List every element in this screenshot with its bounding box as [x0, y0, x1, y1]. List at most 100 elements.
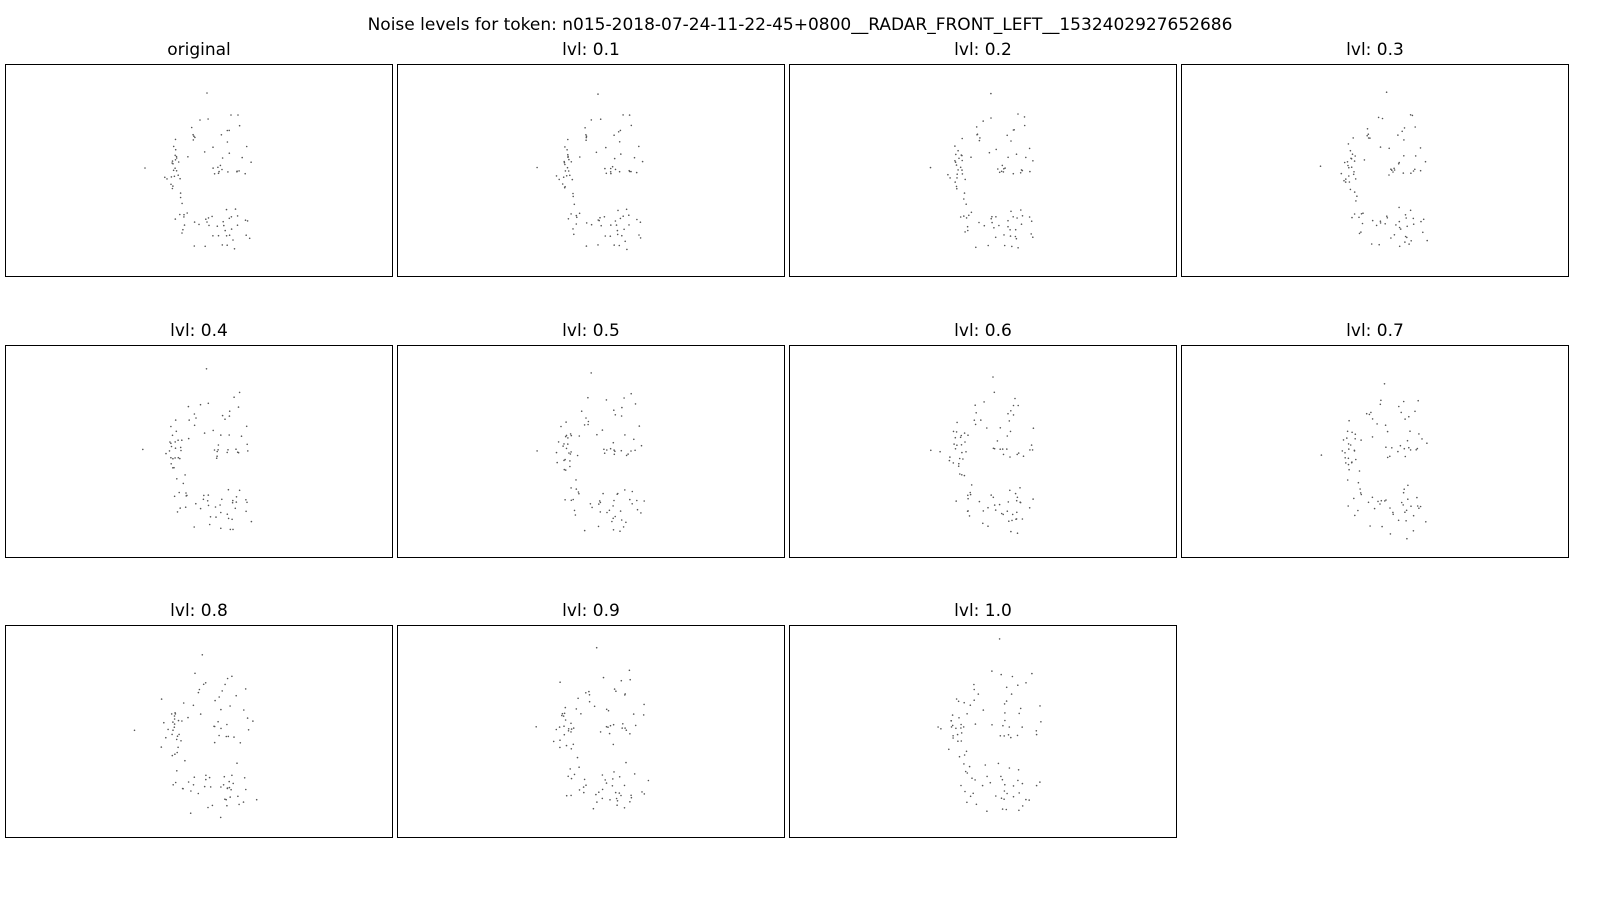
radar-point: [561, 712, 564, 715]
radar-point: [967, 434, 969, 436]
radar-point: [1397, 134, 1399, 136]
radar-point: [631, 503, 633, 505]
radar-point: [228, 434, 230, 436]
radar-point: [1014, 235, 1017, 238]
radar-point: [602, 676, 605, 679]
radar-point: [1416, 496, 1418, 499]
radar-point: [558, 178, 560, 181]
radar-point: [564, 185, 566, 188]
radar-point: [226, 804, 228, 807]
radar-point: [585, 134, 587, 136]
radar-point: [1345, 178, 1347, 180]
plot-area: [5, 625, 393, 838]
radar-point: [583, 778, 586, 781]
radar-point: [585, 784, 587, 786]
radar-point: [960, 732, 963, 734]
radar-point: [1003, 798, 1005, 800]
radar-point: [226, 451, 228, 454]
radar-point: [235, 694, 237, 697]
radar-point: [955, 153, 957, 156]
radar-point: [1007, 501, 1010, 503]
radar-point: [213, 173, 216, 175]
radar-point: [1378, 243, 1380, 246]
radar-point: [1420, 220, 1422, 223]
radar-point: [952, 735, 954, 737]
radar-point: [207, 402, 210, 405]
radar-point: [1018, 809, 1020, 812]
radar-point: [964, 231, 966, 233]
radar-point: [1408, 243, 1410, 245]
radar-point: [988, 151, 991, 154]
radar-point: [1032, 160, 1034, 162]
radar-point: [230, 788, 232, 791]
radar-point: [604, 779, 606, 781]
radar-point: [937, 726, 939, 728]
radar-point: [1397, 163, 1400, 165]
radar-point: [224, 798, 226, 800]
radar-point: [567, 218, 570, 220]
radar-point: [614, 450, 616, 453]
radar-point: [1019, 707, 1022, 710]
radar-point: [235, 448, 237, 450]
radar-point: [205, 778, 207, 781]
radar-point: [983, 224, 986, 227]
scatter-plot: [142, 368, 253, 531]
radar-point: [1028, 216, 1031, 218]
radar-point: [1348, 166, 1350, 169]
radar-point: [1009, 489, 1011, 492]
radar-point: [639, 221, 642, 223]
radar-point: [174, 167, 176, 169]
radar-point: [192, 139, 195, 141]
radar-point: [1009, 229, 1011, 231]
radar-point: [179, 192, 182, 194]
radar-point: [1003, 244, 1006, 247]
radar-point: [622, 723, 624, 725]
radar-point: [570, 728, 573, 730]
radar-point: [1357, 509, 1359, 512]
radar-point: [1355, 200, 1357, 202]
radar-point: [1344, 181, 1347, 183]
radar-point: [605, 146, 607, 149]
radar-point: [1348, 448, 1350, 450]
radar-point: [199, 119, 201, 121]
radar-point: [189, 812, 192, 814]
radar-point: [1403, 447, 1406, 450]
radar-point: [1346, 430, 1349, 433]
radar-point: [160, 698, 163, 700]
radar-point: [614, 791, 617, 794]
radar-point: [633, 438, 635, 441]
radar-point: [954, 436, 957, 439]
radar-point: [568, 158, 570, 161]
radar-point: [193, 135, 195, 137]
radar-point: [1405, 520, 1407, 522]
radar-point: [597, 219, 599, 221]
radar-point: [202, 683, 205, 686]
radar-point: [558, 726, 561, 728]
radar-point: [1391, 447, 1393, 449]
radar-point: [630, 124, 633, 127]
radar-point: [569, 465, 571, 468]
radar-point: [246, 717, 249, 719]
radar-point: [564, 499, 566, 501]
radar-point: [978, 500, 981, 503]
radar-point: [237, 114, 239, 116]
plot-area: [397, 625, 785, 838]
radar-point: [999, 448, 1001, 450]
radar-point: [620, 153, 622, 155]
radar-point: [1369, 137, 1371, 139]
radar-point: [173, 718, 176, 720]
radar-point: [219, 504, 221, 506]
radar-point: [603, 216, 606, 218]
radar-point: [979, 137, 981, 139]
radar-point: [1409, 430, 1411, 432]
radar-point: [615, 224, 618, 226]
radar-point: [244, 688, 247, 690]
radar-point: [962, 726, 965, 728]
radar-point: [958, 755, 961, 758]
radar-point: [1422, 231, 1424, 234]
radar-point: [1348, 419, 1350, 422]
radar-point: [1393, 234, 1396, 236]
radar-point: [1379, 220, 1382, 222]
radar-point: [225, 235, 228, 237]
radar-point: [190, 126, 193, 129]
